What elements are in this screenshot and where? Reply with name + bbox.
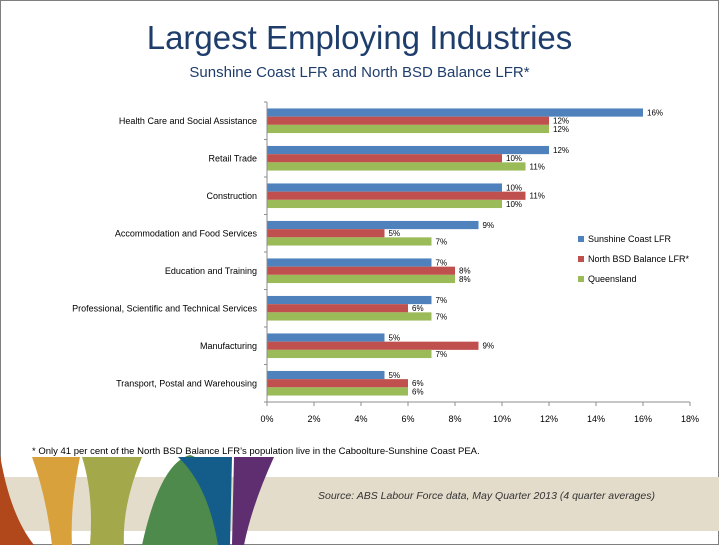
x-tick-label: 10% (493, 414, 511, 424)
x-tick-label: 0% (260, 414, 273, 424)
category-label: Health Care and Social Assistance (119, 116, 257, 126)
data-label: 7% (436, 312, 448, 321)
bar (267, 162, 526, 171)
bar (267, 220, 479, 230)
category-label: Education and Training (165, 266, 257, 276)
bar (267, 154, 502, 163)
bar-chart: 16%12%12%Health Care and Social Assistan… (72, 101, 699, 424)
x-tick-label: 14% (587, 414, 605, 424)
banner-shape (0, 455, 34, 545)
legend-label: Queensland (588, 274, 637, 284)
decorative-banner (0, 455, 719, 545)
data-label: 7% (436, 258, 448, 267)
bar (267, 116, 549, 125)
legend-label: North BSD Balance LFR* (588, 254, 690, 264)
bar (267, 237, 432, 246)
banner-shape (82, 457, 142, 545)
x-tick-label: 18% (681, 414, 699, 424)
banner-shape (32, 457, 80, 545)
data-label: 7% (436, 237, 448, 246)
bar (267, 349, 432, 359)
data-label: 8% (459, 275, 471, 284)
slide-subtitle: Sunshine Coast LFR and North BSD Balance… (189, 64, 530, 81)
banner-shape (178, 457, 232, 545)
data-label: 8% (459, 267, 471, 276)
data-label: 5% (389, 371, 401, 380)
bar (267, 333, 385, 342)
legend-swatch (578, 256, 584, 262)
bar (267, 108, 643, 117)
category-label: Transport, Postal and Warehousing (116, 378, 257, 388)
bar (267, 124, 549, 134)
bar (267, 191, 526, 200)
data-label: 6% (412, 304, 424, 313)
bar (267, 387, 408, 396)
source-note: Source: ABS Labour Force data, May Quart… (318, 490, 655, 502)
bar (267, 304, 408, 313)
bar (267, 183, 502, 192)
category-label: Manufacturing (200, 341, 257, 351)
bar (267, 379, 408, 388)
legend-swatch (578, 276, 584, 282)
bar (267, 274, 455, 284)
bar (267, 258, 432, 267)
banner-shape (232, 457, 274, 545)
data-label: 12% (553, 125, 569, 134)
data-label: 10% (506, 200, 522, 209)
data-label: 12% (553, 117, 569, 126)
x-tick-label: 16% (634, 414, 652, 424)
data-label: 16% (647, 108, 663, 117)
category-label: Accommodation and Food Services (115, 228, 258, 238)
bar (267, 341, 479, 350)
x-tick-label: 4% (354, 414, 367, 424)
data-label: 5% (389, 333, 401, 342)
slide-title: Largest Employing Industries (146, 19, 573, 56)
bar (267, 295, 432, 305)
data-label: 7% (436, 296, 448, 305)
data-label: 12% (553, 146, 569, 155)
footnote: * Only 41 per cent of the North BSD Bala… (32, 446, 480, 457)
data-label: 9% (483, 221, 495, 230)
data-label: 11% (530, 162, 545, 171)
data-label: 6% (412, 387, 424, 396)
category-label: Professional, Scientific and Technical S… (72, 303, 257, 313)
data-label: 6% (412, 379, 424, 388)
legend-label: Sunshine Coast LFR (588, 234, 672, 244)
category-label: Construction (206, 191, 257, 201)
x-tick-label: 8% (448, 414, 461, 424)
bar (267, 312, 432, 321)
x-tick-label: 2% (307, 414, 320, 424)
bar (267, 229, 385, 238)
bar (267, 199, 502, 209)
data-label: 5% (389, 229, 401, 238)
data-label: 10% (506, 154, 522, 163)
data-label: 7% (436, 350, 448, 359)
x-tick-label: 6% (401, 414, 414, 424)
data-label: 10% (506, 183, 522, 192)
x-tick-label: 12% (540, 414, 558, 424)
bar (267, 370, 385, 380)
bar (267, 145, 549, 155)
data-label: 11% (530, 192, 545, 201)
data-label: 9% (483, 342, 495, 351)
bar (267, 266, 455, 275)
category-label: Retail Trade (208, 153, 257, 163)
legend-swatch (578, 236, 584, 242)
